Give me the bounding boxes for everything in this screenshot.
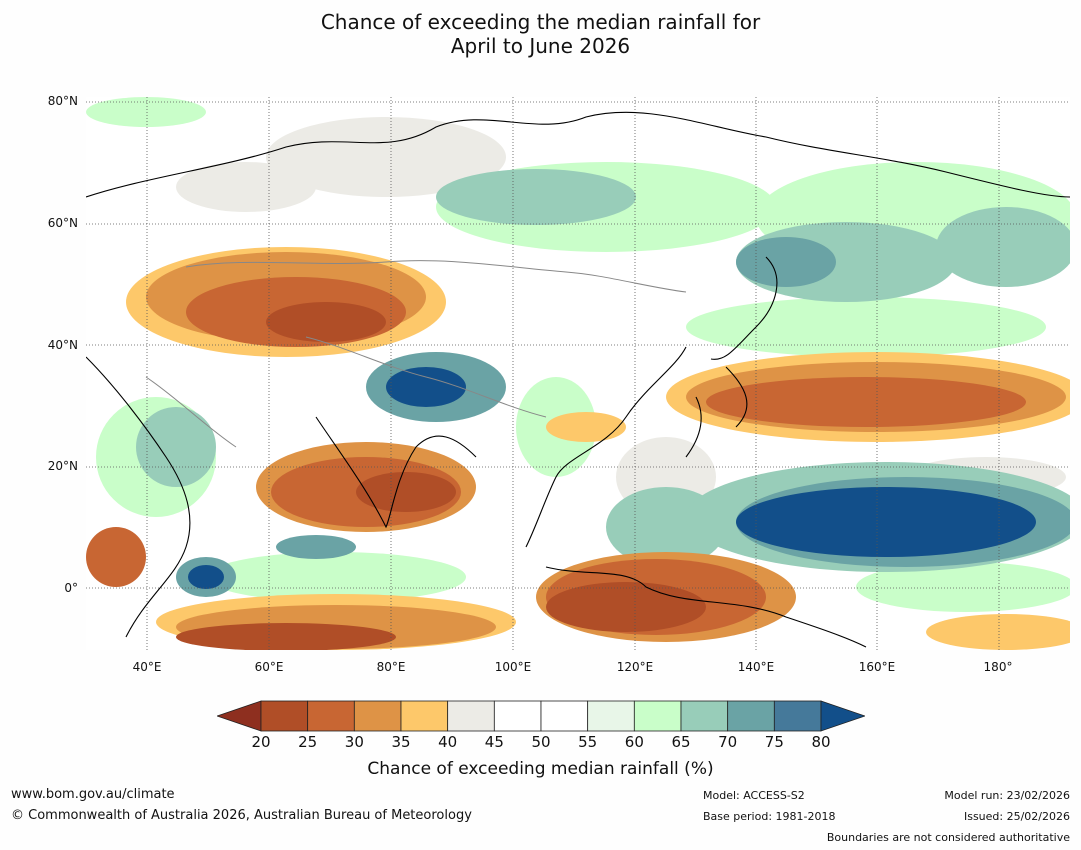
rainfall-probability-map: [86, 97, 1070, 650]
colorbar-cell: [727, 700, 775, 732]
lon-label-100e: 100°E: [494, 660, 532, 674]
wet-very-strong-areas: [188, 367, 1036, 589]
colorbar-tick-label: 55: [578, 733, 598, 751]
colorbar-tick-label: 25: [298, 733, 318, 751]
footer-base-period: Base period: 1981-2018: [703, 810, 836, 823]
lon-label-120e: 120°E: [616, 660, 654, 674]
colorbar-tick-label: 70: [718, 733, 738, 751]
colorbar-tick-label: 50: [531, 733, 551, 751]
footer-disclaimer: Boundaries are not considered authoritat…: [826, 831, 1070, 844]
lon-label-140e: 140°E: [737, 660, 775, 674]
footer-website: www.bom.gov.au/climate: [11, 787, 175, 802]
footer-model: Model: ACCESS-S2: [703, 789, 805, 802]
lat-label-80n: 80°N: [47, 94, 78, 108]
lon-label-40e: 40°E: [132, 660, 162, 674]
colorbar-high-arrow: [820, 700, 865, 732]
lon-label-180: 180°: [983, 660, 1013, 674]
colorbar-cell: [773, 700, 822, 732]
lat-label-20n: 20°N: [47, 459, 78, 473]
colorbar-low-arrow: [217, 700, 262, 732]
lon-label-80e: 80°E: [376, 660, 406, 674]
colorbar-tick-label: 60: [624, 733, 644, 751]
colorbar-tick-label: 30: [344, 733, 364, 751]
colorbar-cell: [680, 700, 729, 732]
colorbar-cell: [307, 700, 355, 732]
footer-copyright: © Commonwealth of Australia 2026, Austra…: [11, 808, 472, 823]
colorbar-tick-label: 80: [811, 733, 831, 751]
colorbar-cell: [447, 700, 495, 732]
colorbar-cell: [540, 700, 589, 732]
colorbar: [217, 700, 865, 732]
coastlines: [86, 111, 1070, 648]
lat-label-60n: 60°N: [47, 216, 78, 230]
lon-label-160e: 160°E: [858, 660, 896, 674]
colorbar-title: Chance of exceeding median rainfall (%): [367, 759, 714, 779]
colorbar-tick-label: 65: [671, 733, 691, 751]
colorbar-cell: [587, 700, 635, 732]
lat-label-0: 0°: [64, 581, 78, 595]
colorbar-cell: [493, 700, 542, 732]
colorbar-tick-label: 20: [251, 733, 271, 751]
colorbar-cell: [633, 700, 682, 732]
colorbar-tick-label: 75: [764, 733, 784, 751]
colorbar-tick-label: 40: [438, 733, 458, 751]
colorbar-cell: [260, 700, 309, 732]
footer-issued: Issued: 25/02/2026: [963, 810, 1070, 823]
colorbar-tick-label: 45: [484, 733, 504, 751]
colorbar-cell: [400, 700, 449, 732]
footer-model-run: Model run: 23/02/2026: [944, 789, 1070, 802]
country-borders: [145, 260, 687, 448]
map-title-line1: Chance of exceeding the median rainfall …: [320, 10, 761, 34]
graticule: [86, 97, 1070, 650]
colorbar-tick-label: 35: [391, 733, 411, 751]
lat-label-40n: 40°N: [47, 338, 78, 352]
map-title-line2: April to June 2026: [450, 34, 631, 58]
colorbar-cell: [353, 700, 402, 732]
lon-label-60e: 60°E: [254, 660, 284, 674]
